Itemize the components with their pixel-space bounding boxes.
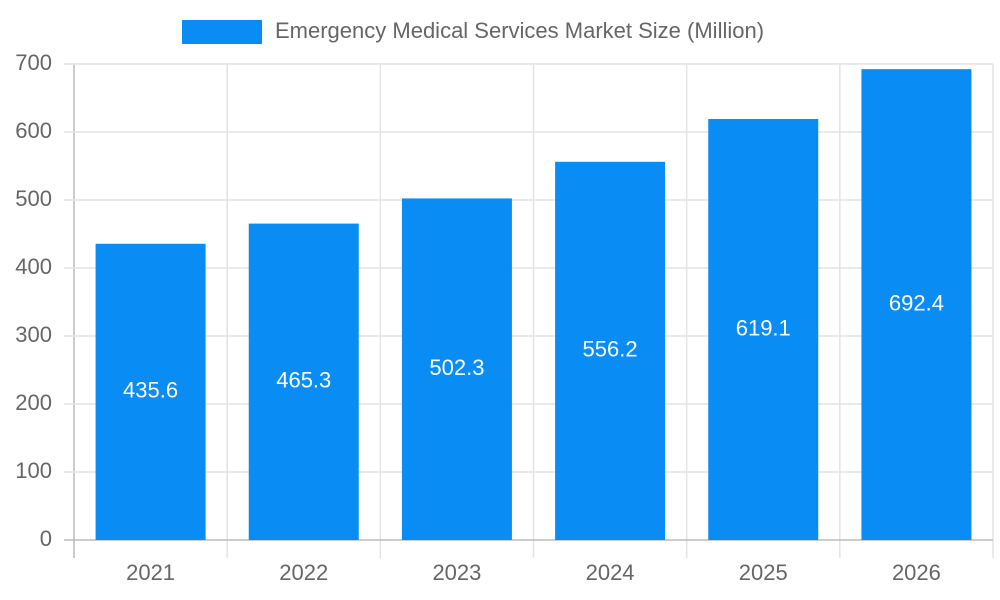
y-tick-label: 600	[15, 118, 52, 143]
x-tick-label: 2025	[739, 560, 788, 585]
data-label: 692.4	[889, 290, 944, 315]
y-tick-label: 0	[40, 526, 52, 551]
x-tick-label: 2023	[432, 560, 481, 585]
y-tick-label: 500	[15, 186, 52, 211]
y-tick-label: 200	[15, 390, 52, 415]
data-label: 465.3	[276, 368, 331, 393]
bar	[708, 119, 819, 541]
x-tick-label: 2021	[126, 560, 175, 585]
y-tick-label: 400	[15, 254, 52, 279]
x-tick-label: 2024	[586, 560, 635, 585]
bar	[95, 243, 206, 541]
bar	[248, 223, 359, 540]
y-tick-label: 100	[15, 458, 52, 483]
data-label: 619.1	[736, 315, 791, 340]
bar	[861, 69, 972, 540]
legend-label: Emergency Medical Services Market Size (…	[275, 18, 764, 43]
data-label: 502.3	[429, 355, 484, 380]
y-tick-label: 700	[15, 50, 52, 75]
bar	[401, 198, 512, 540]
data-label: 556.2	[583, 337, 638, 362]
data-label: 435.6	[123, 378, 178, 403]
bar	[555, 161, 666, 540]
x-tick-label: 2022	[279, 560, 328, 585]
x-tick-label: 2026	[892, 560, 941, 585]
y-tick-label: 300	[15, 322, 52, 347]
legend-swatch	[182, 20, 262, 44]
